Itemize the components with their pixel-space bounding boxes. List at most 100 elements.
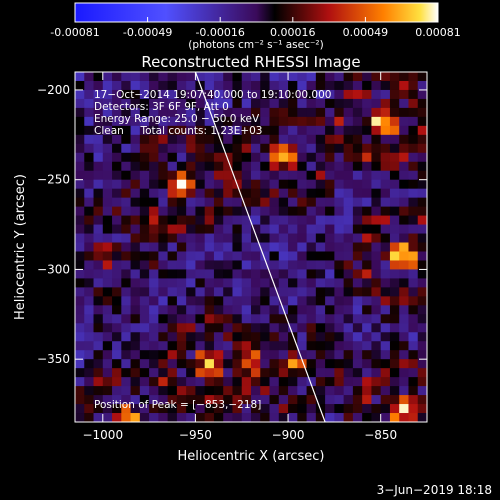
heatmap-cell	[167, 341, 178, 351]
heatmap-cell	[149, 224, 159, 234]
heatmap-cell	[130, 242, 141, 252]
heatmap-cell	[149, 305, 159, 315]
heatmap-cell	[297, 341, 307, 351]
heatmap-cell	[362, 242, 372, 252]
heatmap-cell	[158, 377, 169, 387]
heatmap-cell	[130, 98, 141, 109]
heatmap-cell	[260, 377, 270, 387]
heatmap-cell	[149, 152, 159, 163]
heatmap-cell	[315, 134, 326, 145]
heatmap-cell	[130, 413, 141, 422]
heatmap-cell	[102, 134, 113, 145]
heatmap-cell	[139, 197, 150, 208]
heatmap-cell	[297, 224, 307, 234]
heatmap-cell	[195, 107, 206, 118]
heatmap-cell	[75, 350, 85, 360]
heatmap-cell	[315, 143, 326, 154]
heatmap-cell	[352, 341, 363, 351]
heatmap-cell	[362, 134, 372, 145]
heatmap-cell	[84, 134, 94, 145]
heatmap-cell	[334, 143, 345, 154]
heatmap-cell	[112, 395, 122, 405]
heatmap-cell	[371, 287, 382, 297]
annotation-detectors: Detectors: 3F 6F 9F, Att 0	[94, 101, 229, 113]
heatmap-cell	[334, 251, 345, 261]
heatmap-cell	[334, 314, 345, 324]
heatmap-cell	[139, 179, 150, 190]
heatmap-cell	[417, 143, 427, 154]
heatmap-cell	[297, 323, 307, 333]
heatmap-cell	[223, 305, 233, 315]
heatmap-cell	[75, 278, 85, 288]
heatmap-cell	[278, 143, 289, 154]
heatmap-cell	[260, 89, 270, 100]
heatmap-cell	[102, 224, 113, 234]
heatmap-cell	[241, 89, 252, 100]
heatmap-cell	[186, 179, 196, 190]
heatmap-cell	[176, 368, 187, 378]
heatmap-cell	[204, 89, 215, 100]
heatmap-cell	[139, 143, 150, 154]
heatmap-cell	[408, 152, 419, 163]
heatmap-cell	[315, 368, 326, 378]
heatmap-cell	[362, 332, 372, 342]
heatmap-cell	[380, 314, 391, 324]
heatmap-cell	[75, 386, 85, 396]
heatmap-cell	[149, 170, 159, 181]
heatmap-cell	[352, 107, 363, 118]
heatmap-cell	[325, 188, 335, 199]
heatmap-cell	[297, 143, 307, 154]
heatmap-cell	[288, 206, 298, 216]
heatmap-cell	[102, 206, 113, 216]
heatmap-cell	[139, 287, 150, 297]
heatmap-cell	[112, 143, 122, 154]
heatmap-cell	[315, 98, 326, 109]
heatmap-cell	[260, 305, 270, 315]
heatmap-cell	[306, 125, 317, 136]
heatmap-cell	[371, 80, 382, 91]
heatmap-cell	[93, 107, 104, 118]
heatmap-cell	[167, 72, 178, 82]
heatmap-cell	[75, 233, 85, 243]
heatmap-cell	[380, 224, 391, 234]
heatmap-cell	[102, 72, 113, 82]
heatmap-cell	[195, 224, 206, 234]
heatmap-cell	[102, 170, 113, 181]
heatmap-cell	[389, 233, 400, 243]
heatmap-cell	[325, 233, 335, 243]
heatmap-cell	[278, 278, 289, 288]
heatmap-cell	[260, 278, 270, 288]
heatmap-cell	[75, 215, 85, 225]
heatmap-cell	[297, 161, 307, 172]
heatmap-cell	[315, 80, 326, 91]
heatmap-cell	[399, 80, 409, 91]
heatmap-cell	[149, 323, 159, 333]
heatmap-cell	[288, 197, 298, 208]
heatmap-cell	[343, 314, 354, 324]
heatmap-cell	[204, 269, 215, 279]
heatmap-cell	[251, 116, 261, 127]
heatmap-cell	[371, 359, 382, 369]
heatmap-cell	[408, 287, 419, 297]
heatmap-cell	[288, 305, 298, 315]
heatmap-cell	[232, 395, 243, 405]
heatmap-cell	[130, 359, 141, 369]
heatmap-cell	[251, 251, 261, 261]
heatmap-cell	[399, 377, 409, 387]
heatmap-cell	[232, 152, 243, 163]
heatmap-cell	[158, 350, 169, 360]
heatmap-cell	[139, 296, 150, 306]
heatmap-cell	[260, 206, 270, 216]
heatmap-cell	[399, 179, 409, 190]
heatmap-cell	[352, 125, 363, 136]
heatmap-cell	[380, 242, 391, 252]
heatmap-cell	[362, 368, 372, 378]
heatmap-cell	[306, 350, 317, 360]
heatmap-cell	[399, 107, 409, 118]
heatmap-cell	[297, 215, 307, 225]
heatmap-cell	[204, 72, 215, 82]
heatmap-cell	[75, 251, 85, 261]
heatmap-cell	[417, 251, 427, 261]
heatmap-cell	[241, 278, 252, 288]
heatmap-cell	[269, 359, 280, 369]
